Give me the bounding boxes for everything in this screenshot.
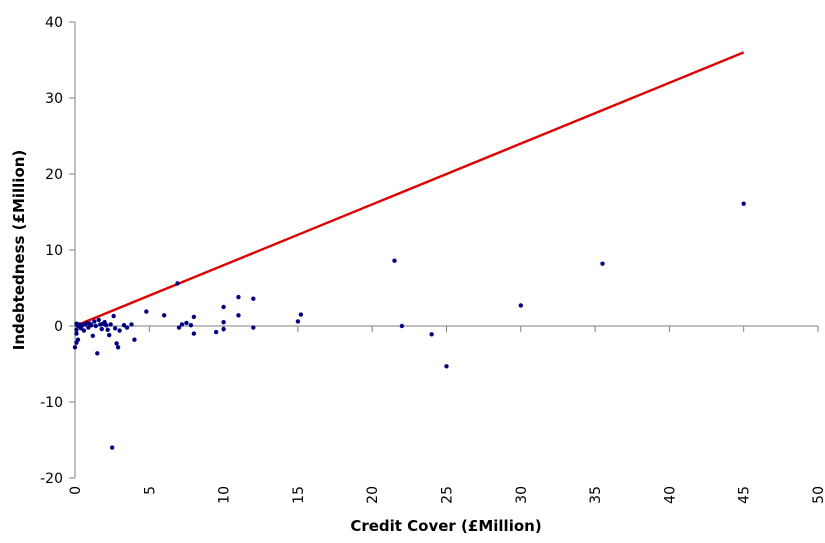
data-point — [295, 319, 301, 324]
data-point — [72, 345, 78, 350]
data-point — [132, 337, 137, 342]
data-point — [90, 333, 96, 339]
y-tick-label: 10 — [45, 243, 63, 259]
data-point — [86, 325, 91, 330]
data-point — [179, 322, 185, 327]
x-tick-label: 5 — [142, 486, 158, 495]
data-point — [176, 325, 182, 330]
data-point — [251, 296, 256, 301]
data-point — [121, 323, 127, 328]
data-point — [161, 313, 167, 318]
x-tick-label: 15 — [291, 486, 307, 504]
x-tick-label: 40 — [662, 486, 678, 504]
data-point — [109, 445, 115, 450]
data-point — [106, 332, 112, 338]
x-tick-label: 20 — [365, 486, 381, 504]
data-point — [104, 323, 109, 328]
data-point — [74, 331, 79, 336]
data-point — [95, 351, 100, 356]
data-point — [188, 323, 194, 328]
data-point — [191, 331, 197, 336]
data-point — [392, 258, 397, 263]
x-axis-title: Credit Cover (£Million) — [350, 517, 541, 535]
y-axis-title: Indebtedness (£Million) — [10, 150, 28, 351]
data-point — [518, 303, 523, 308]
x-tick-label: 45 — [737, 486, 753, 504]
x-tick-label: 0 — [68, 486, 84, 495]
data-point — [741, 201, 746, 206]
data-point — [444, 364, 449, 369]
reference-line — [74, 51, 745, 328]
data-point — [184, 320, 189, 326]
data-point — [114, 341, 119, 346]
axes — [69, 21, 819, 479]
x-tick-label: 10 — [217, 486, 233, 504]
data-point — [429, 332, 434, 337]
y-tick-label: 20 — [45, 167, 63, 183]
data-point — [144, 309, 149, 314]
y-tick-label: -10 — [40, 395, 63, 411]
data-point — [99, 326, 104, 332]
data-point — [221, 326, 226, 332]
y-tick-label: 30 — [45, 91, 63, 107]
data-point — [81, 328, 87, 333]
data-point — [236, 294, 241, 300]
data-point — [399, 323, 405, 329]
data-point — [108, 322, 113, 327]
data-point — [600, 261, 605, 266]
x-tick-label: 50 — [811, 486, 825, 504]
data-point — [105, 327, 110, 332]
data-point — [175, 281, 180, 286]
data-point — [298, 312, 304, 317]
data-point — [89, 323, 94, 328]
data-point — [191, 314, 197, 320]
data-point — [96, 317, 101, 323]
data-point — [129, 322, 134, 327]
data-point — [93, 323, 99, 329]
tick-labels: -20 -10 0 10 20 30 40 0 5 10 15 20 25 30 35 40 45 50 — [40, 15, 825, 504]
data-point — [111, 313, 116, 319]
data-point — [92, 319, 97, 324]
data-point — [112, 326, 118, 331]
data-point — [124, 325, 130, 330]
y-tick-label: 40 — [45, 15, 63, 31]
data-point — [213, 329, 219, 335]
x-tick-label: 35 — [588, 486, 604, 504]
data-point — [74, 321, 79, 326]
data-point — [251, 325, 256, 330]
data-point — [75, 337, 81, 342]
data-point — [221, 304, 226, 310]
reference-line-layer — [74, 51, 745, 328]
data-points — [72, 201, 746, 450]
data-point — [74, 327, 79, 332]
data-point — [115, 345, 121, 350]
y-tick-label: -20 — [40, 471, 63, 487]
data-point — [236, 313, 241, 318]
y-tick-label: 0 — [54, 319, 63, 335]
x-tick-label: 25 — [440, 486, 456, 504]
data-point — [117, 328, 122, 333]
x-tick-label: 30 — [514, 486, 530, 504]
data-point — [221, 320, 226, 325]
